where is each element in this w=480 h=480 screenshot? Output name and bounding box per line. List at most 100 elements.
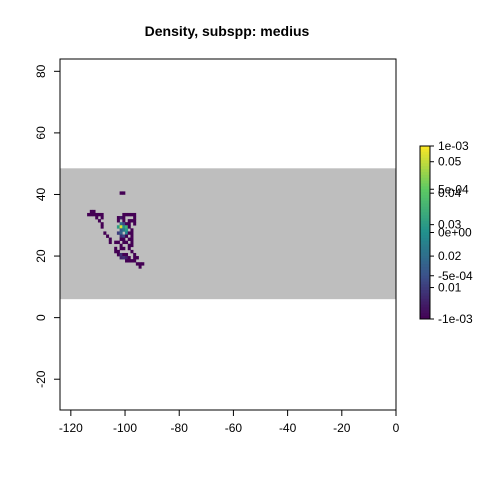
legend-swatch	[420, 171, 430, 176]
heat-cell	[133, 212, 137, 217]
y-axis: -20 0 20 40 60 80	[34, 64, 61, 388]
legend-scale-b-label: -1e-03	[438, 312, 473, 326]
heat-cell	[114, 249, 118, 254]
legend-swatch	[420, 174, 430, 179]
legend-swatch	[420, 192, 430, 196]
legend-swatch	[420, 272, 430, 277]
heat-cell	[127, 225, 131, 229]
legend-swatch	[420, 290, 430, 294]
heat-cell	[119, 243, 123, 248]
legend-scale-a-label: 0.03	[438, 218, 462, 232]
heat-cell	[130, 259, 134, 263]
legend-swatch	[420, 255, 430, 259]
legend-swatch	[420, 200, 430, 205]
x-tick-label: 0	[393, 421, 400, 435]
x-axis: -120 -100 -80 -60 -40 -20 0	[59, 409, 400, 435]
legend-swatch	[420, 295, 430, 300]
legend-swatch	[420, 307, 430, 311]
x-tick-label: -100	[113, 421, 137, 435]
heat-cell	[138, 265, 142, 269]
heat-cell	[122, 216, 126, 220]
heat-cell	[119, 228, 123, 232]
x-tick-label: -60	[225, 421, 243, 435]
heat-cell	[122, 228, 126, 232]
legend-swatch	[420, 218, 430, 222]
heat-cell	[119, 222, 123, 226]
heat-cell	[127, 256, 131, 260]
heat-cell	[87, 212, 91, 217]
legend-swatch	[420, 293, 430, 297]
legend-swatch	[420, 287, 430, 291]
heat-cell	[127, 222, 131, 226]
y-tick-label: 80	[34, 64, 48, 78]
legend-swatch	[420, 183, 430, 187]
legend-scale-a-label: 0.01	[438, 281, 462, 295]
heat-cell	[130, 249, 134, 254]
legend-swatch	[420, 301, 430, 305]
heat-cell	[122, 234, 126, 238]
legend-scale-b-label: 1e-03	[438, 139, 469, 153]
heat-cell	[95, 216, 99, 220]
heat-cell	[103, 231, 107, 235]
heat-cell	[119, 237, 123, 241]
heat-cell	[108, 237, 112, 241]
heat-cell	[127, 212, 131, 217]
legend-swatch	[420, 223, 430, 228]
heat-cell	[108, 240, 112, 245]
legend-swatch	[420, 160, 430, 164]
heat-cell	[125, 231, 129, 235]
legend-swatch	[420, 244, 430, 248]
legend-swatch	[420, 226, 430, 231]
y-tick-label: 60	[34, 126, 48, 140]
legend-swatch	[420, 206, 430, 210]
legend-swatch	[420, 157, 430, 161]
heat-cell	[138, 262, 142, 266]
heat-cell	[114, 240, 118, 245]
legend-swatch	[420, 313, 430, 317]
legend-swatch	[420, 197, 430, 202]
heat-cell	[130, 234, 134, 238]
legend-swatch	[420, 275, 430, 280]
legend-swatch	[420, 235, 430, 239]
heat-cell	[119, 216, 123, 220]
heat-cell	[133, 219, 137, 223]
legend-scale-b-label: 0e+00	[438, 226, 472, 240]
legend-swatch	[420, 246, 430, 251]
heat-cell	[100, 225, 104, 229]
legend-swatch	[420, 241, 430, 245]
heat-cell	[114, 246, 118, 251]
heat-cell	[116, 240, 120, 245]
legend-swatch	[420, 232, 430, 236]
legend-swatch	[420, 316, 430, 320]
legend-swatch	[420, 177, 430, 181]
heat-cell	[119, 234, 123, 238]
legend-scale-b-label: -5e-04	[438, 269, 473, 283]
heat-cell	[125, 256, 129, 260]
legend-swatch	[420, 151, 430, 156]
heat-cell	[125, 259, 129, 263]
heat-cell	[122, 222, 126, 226]
legend-swatch	[420, 249, 430, 254]
heat-cell	[122, 219, 126, 223]
heat-cell	[100, 222, 104, 226]
heat-cell	[141, 262, 145, 266]
heat-cell	[125, 240, 129, 245]
legend-scale-a-label: 0.04	[438, 186, 462, 200]
legend-swatch	[420, 212, 430, 216]
heat-cell	[92, 209, 96, 214]
heat-cell	[119, 191, 123, 195]
heat-cell	[119, 225, 123, 229]
heat-cell	[127, 259, 131, 263]
legend-swatch	[420, 304, 430, 308]
background-band	[60, 168, 396, 300]
plot-area	[59, 58, 397, 411]
legend-swatch	[420, 278, 430, 282]
heat-cell	[122, 240, 126, 245]
heat-cell	[119, 252, 123, 257]
legend-swatch	[420, 209, 430, 213]
heat-cell	[119, 256, 123, 260]
heat-cell	[135, 256, 139, 260]
heat-cell	[122, 191, 126, 195]
legend-swatch	[420, 154, 430, 158]
